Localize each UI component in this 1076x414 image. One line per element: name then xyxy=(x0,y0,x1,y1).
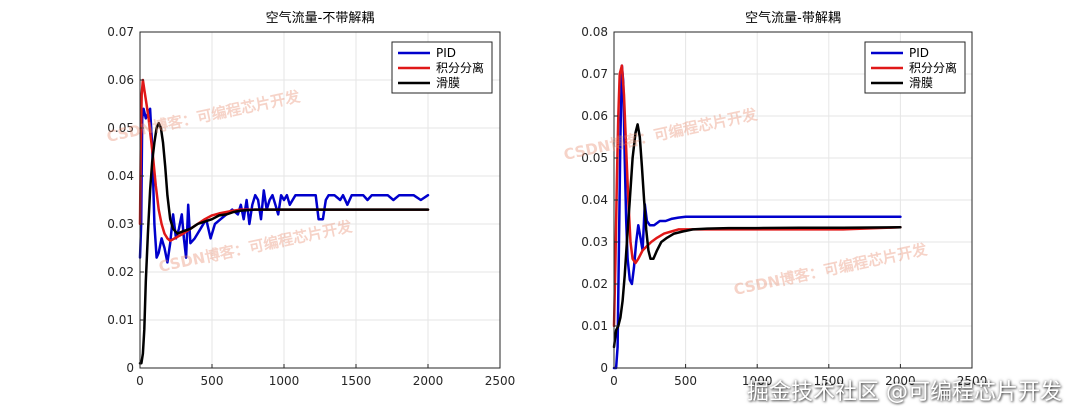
right-legend-label: 滑膜 xyxy=(909,76,933,90)
left-y-tick-label: 0.05 xyxy=(107,121,134,135)
right-y-tick-label: 0.05 xyxy=(581,151,608,165)
right-chart-panel: 空气流量-带解耦 0 500 1000 1500 2000 2500 0 0.01 0.02 0.… xyxy=(562,10,987,388)
right-series-lines xyxy=(612,64,902,370)
left-chart-panel: 空气流量-不带解耦 0 500 1000 1500 2000 250000.010.020… xyxy=(105,10,515,388)
left-y-tick-label: 0.04 xyxy=(107,169,134,183)
left-y-tick-label: 0 xyxy=(126,361,134,375)
right-y-tick-label: 0.04 xyxy=(581,193,608,207)
left-chart-title: 空气流量-不带解耦 xyxy=(266,10,375,26)
left-tick-labels: 0 500 1000 1500 2000 2500 0 0.01 0.02 0.03 0.04 0.0… xyxy=(107,25,515,388)
right-y-tick-label: 0.01 xyxy=(581,319,608,333)
left-x-tick-label: 2000 xyxy=(413,374,444,388)
left-y-tick-label: 0.01 xyxy=(107,313,134,327)
right-chart-title: 空气流量-带解耦 xyxy=(745,10,841,26)
right-legend-label: 积分分离 xyxy=(909,60,957,75)
left-legend-label: PID xyxy=(436,46,456,60)
right-y-tick-label: 0.02 xyxy=(581,277,608,291)
left-series-line-3 xyxy=(138,121,430,365)
left-y-tick-label: 0.03 xyxy=(107,217,134,231)
left-y-tick-label: 0.06 xyxy=(107,73,134,87)
left-legend-label: 积分分离 xyxy=(436,60,484,75)
left-x-tick-label: 0 xyxy=(136,374,144,388)
right-y-tick-label: 0 xyxy=(600,361,608,375)
left-axes-box xyxy=(139,31,501,369)
right-y-tick-label: 0.06 xyxy=(581,109,608,123)
footer-watermark: 掘金技术社区 @可编程芯片开发 xyxy=(747,380,1062,405)
right-x-tick-label: 1500 xyxy=(814,374,845,388)
right-y-tick-label: 0.08 xyxy=(581,25,608,39)
right-tick-labels: 0 500 1000 1500 2000 2500 0 0.01 0.02 0.03 0.04 0.0… xyxy=(581,25,987,388)
right-x-tick-label: 2000 xyxy=(885,374,916,388)
left-x-tick-label: 1500 xyxy=(341,374,372,388)
left-y-tick-label: 0.02 xyxy=(107,265,134,279)
right-x-tick-label: 2500 xyxy=(957,374,988,388)
left-x-tick-label: 1000 xyxy=(269,374,300,388)
right-x-tick-label: 0 xyxy=(610,374,618,388)
left-y-tick-label: 0.07 xyxy=(107,25,134,39)
right-x-tick-label: 1000 xyxy=(742,374,773,388)
left-series-lines xyxy=(138,78,430,365)
left-x-tick-label: 2500 xyxy=(485,374,516,388)
right-series-line-3 xyxy=(612,123,902,349)
right-y-tick-label: 0.03 xyxy=(581,235,608,249)
left-legend-label: 滑膜 xyxy=(436,76,460,90)
right-legend-label: PID xyxy=(909,46,929,60)
left-x-tick-label: 500 xyxy=(201,374,224,388)
right-y-tick-label: 0.07 xyxy=(581,67,608,81)
right-x-tick-label: 500 xyxy=(674,374,697,388)
